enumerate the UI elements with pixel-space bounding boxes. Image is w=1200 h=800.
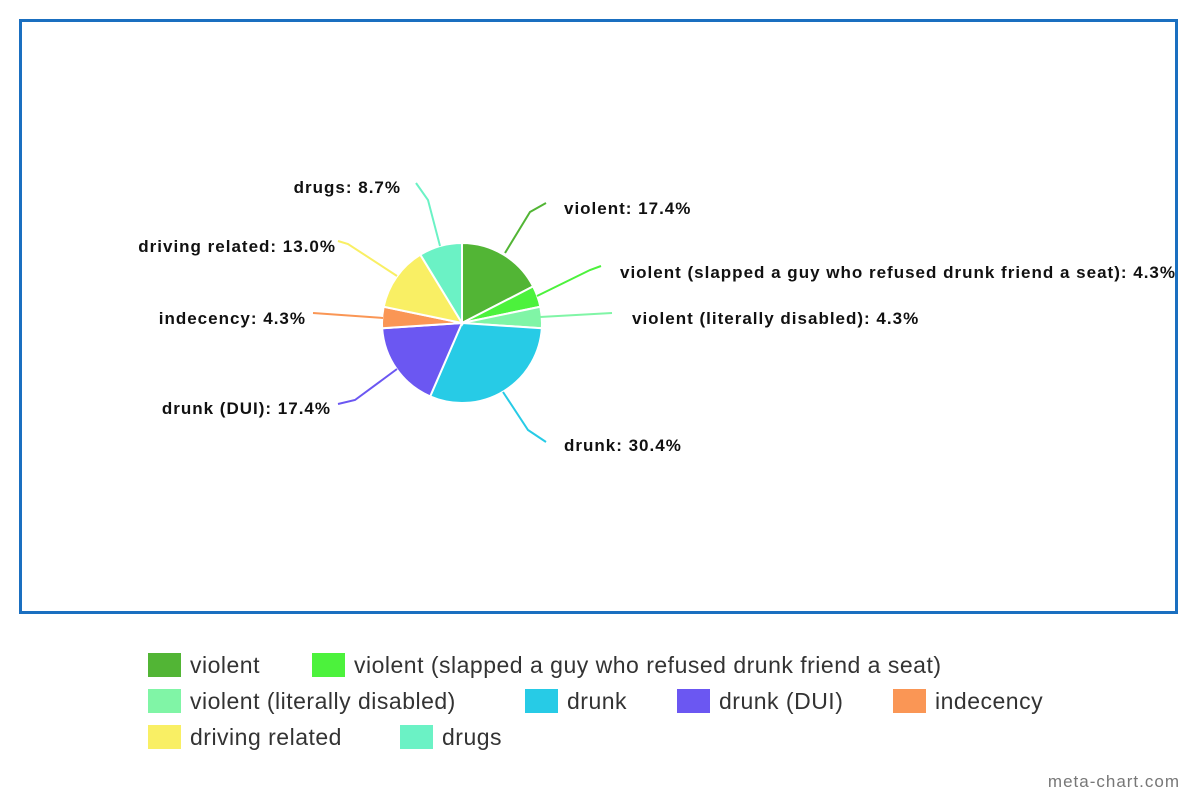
legend-label: drunk [567,687,628,714]
legend-swatch [312,653,345,677]
pie-chart: violent: 17.4% violent (slapped a guy who… [138,178,1176,455]
pie-slices [380,241,544,404]
legend-swatch [400,725,433,749]
slice-label-2: violent (literally disabled): 4.3% [632,309,919,328]
slice-label-3: drunk: 30.4% [564,436,682,455]
legend-swatch [148,725,181,749]
legend-item-5[interactable]: indecency [893,684,1043,718]
leader-line-2 [539,312,613,318]
legend-swatch [677,689,710,713]
slice-label-0: violent: 17.4% [564,199,691,218]
legend-item-0[interactable]: violent [148,648,260,682]
leader-line-5 [312,312,384,319]
legend-label: violent (literally disabled) [190,687,456,714]
legend-label: violent (slapped a guy who refused drunk… [354,651,942,678]
leader-line-0 [504,202,547,254]
legend-item-6[interactable]: driving related [148,720,342,754]
legend-label: violent [190,651,260,678]
leader-line-4 [337,368,398,405]
pie-slice-3[interactable] [428,321,543,404]
slice-label-4: drunk (DUI): 17.4% [162,399,331,418]
legend-label: indecency [935,687,1044,714]
chart-frame [19,19,1178,614]
legend-label: drugs [442,723,503,750]
slice-label-7: drugs: 8.7% [294,178,401,197]
pie-slice-0[interactable] [461,241,535,325]
leader-line-7 [415,182,441,247]
leader-line-3 [502,391,547,443]
legend-swatch [148,653,181,677]
pie-slice-6[interactable] [382,253,465,325]
slice-label-5: indecency: 4.3% [159,309,306,328]
legend-item-4[interactable]: drunk (DUI) [677,684,843,718]
legend-swatch [148,689,181,713]
pie-slice-7[interactable] [418,241,463,327]
legend-item-1[interactable]: violent (slapped a guy who refused drunk… [312,648,942,682]
legend-item-3[interactable]: drunk [525,684,627,718]
legend-item-2[interactable]: violent (literally disabled) [148,684,456,718]
watermark: meta-chart.com [1047,772,1180,791]
slice-label-6: driving related: 13.0% [138,237,336,256]
legend-swatch [525,689,558,713]
legend-label: driving related [190,723,342,750]
legend-label: drunk (DUI) [719,687,844,714]
legend-swatch [893,689,926,713]
slice-label-1: violent (slapped a guy who refused drunk… [620,263,1176,282]
leader-line-1 [536,265,602,297]
leader-line-6 [337,240,398,277]
legend-item-7[interactable]: drugs [400,720,502,754]
